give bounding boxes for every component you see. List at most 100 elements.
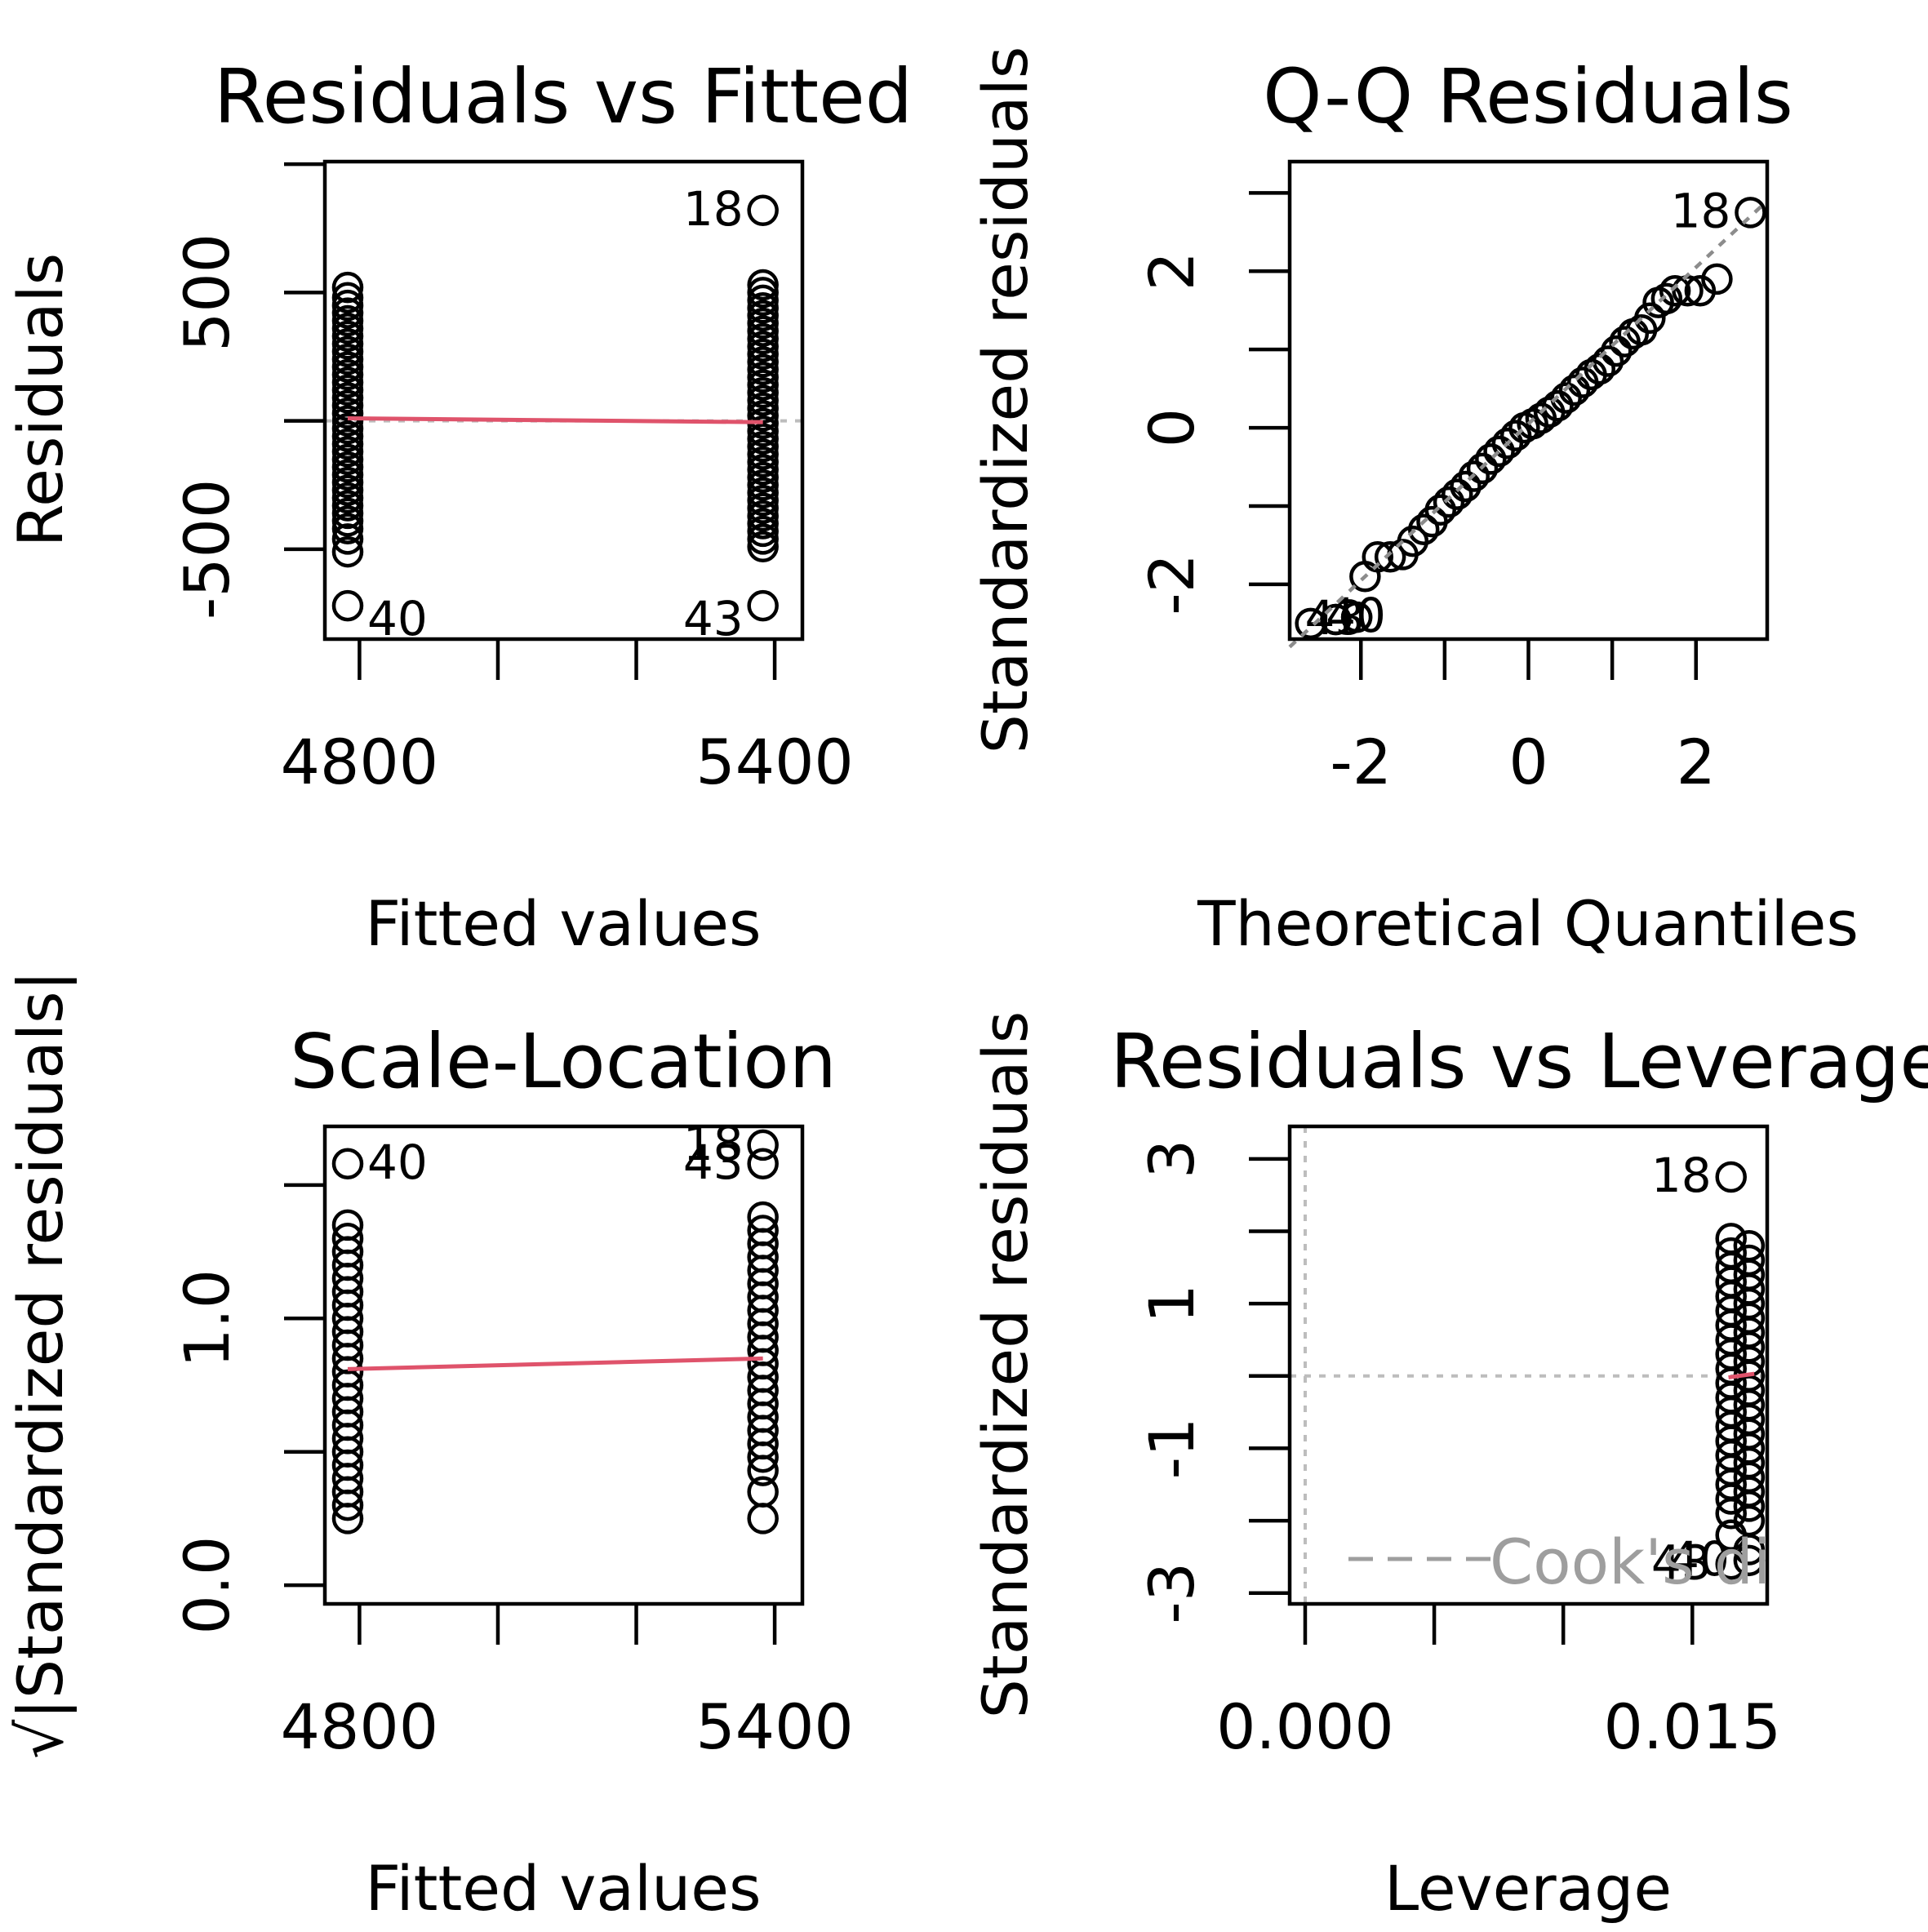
panel-2-labelled-point-1	[1320, 603, 1352, 636]
panel-4-y-tick-label-0: -3	[1135, 1562, 1208, 1624]
panel-3-point-g0-21	[331, 1489, 364, 1521]
panel-1-point-g1-26	[747, 469, 779, 501]
panel-1-point-g0-5	[331, 313, 364, 344]
panel-1-point-g1-14	[747, 376, 779, 409]
panel-1-labelled-point-2	[747, 589, 779, 622]
panel-2-labelled-point-0	[1735, 197, 1766, 229]
panel-1-point-g1-11	[747, 353, 779, 386]
panel-3-labelled-point-2	[747, 1148, 779, 1180]
panel-1-point-g1-19	[747, 415, 779, 447]
panel-4-labelled-point-0	[1715, 1161, 1747, 1193]
panel-1-point-g0-20	[331, 428, 364, 460]
panel-1-point-g1-28	[747, 484, 779, 517]
panel-2-reference-line	[1288, 199, 1769, 649]
panel-4-ylabel: Standardized residuals	[969, 1011, 1042, 1719]
panel-1-point-g0-22	[331, 443, 364, 476]
panel-1-point-g1-8	[747, 331, 779, 362]
panel-1-point-g1-20	[747, 423, 779, 455]
panel-4-x-tick-label-0: 0.000	[1216, 1690, 1394, 1763]
panel-2-x-tick-label-2: 2	[1677, 726, 1716, 798]
panel-1-point-g0-17	[331, 405, 364, 437]
panel-1-point-g1-13	[747, 369, 779, 401]
panel-1-point-g1-15	[747, 384, 779, 416]
panel-1-point-g1-23	[747, 446, 779, 478]
panel-3-point-g1-18	[747, 1441, 779, 1473]
panel-3-y-tick-label-0: 0.0	[171, 1536, 243, 1635]
panel-1-point-g1-5	[747, 307, 779, 340]
panel-1-point-g0-9	[331, 343, 364, 375]
cooks-legend-label: Cook's distance	[1490, 1526, 1928, 1598]
panel-3-ylabel: √|Standardized residuals|	[4, 970, 78, 1759]
panel-2-qq-point-24	[1542, 389, 1574, 422]
panel-1-y-tick-label-1: 500	[171, 233, 243, 352]
panel-1-point-g0-6	[331, 320, 364, 353]
panel-1-point-g0-24	[331, 459, 364, 491]
panel-2-point-label-2: 40	[1326, 588, 1386, 643]
panel-1-point-g0-7	[331, 328, 364, 360]
panel-1-point-g0-12	[331, 366, 364, 398]
panel-1-point-g1-6	[747, 315, 779, 347]
panel-4-y-tick-label-1: -1	[1135, 1418, 1208, 1480]
panel-1-point-g0-21	[331, 436, 364, 468]
panel-3-x-tick-label-1: 5400	[695, 1690, 853, 1763]
panel-1-point-g0-4	[331, 304, 364, 337]
panel-1-point-g0-26	[331, 474, 364, 506]
panel-1-point-g1-17	[747, 400, 779, 432]
panel-4-point-g0-19	[1715, 1497, 1747, 1530]
panel-1-point-g1-3	[747, 292, 779, 324]
panel-4-point-g0-18	[1715, 1483, 1747, 1515]
panel-4-labelled-point-1	[1715, 1548, 1747, 1580]
panel-2-qq-point-11	[1433, 486, 1465, 518]
panel-1-point-g0-33	[331, 535, 364, 568]
panel-2-x-tick-label-0: -2	[1330, 726, 1392, 798]
panel-2-qq-point-10	[1424, 494, 1456, 526]
panel-1-point-g1-9	[747, 338, 779, 371]
panel-1-point-g1-12	[747, 361, 779, 393]
panel-3-point-label-0: 40	[367, 1135, 428, 1190]
panel-1-point-g0-27	[331, 482, 364, 514]
panel-1-point-g1-1	[747, 277, 779, 309]
panel-2-qq-point-4	[1362, 541, 1394, 573]
panel-2-qq-point-31	[1601, 335, 1633, 367]
panel-1-point-g0-1	[331, 282, 364, 313]
panel-3-point-g0-22	[331, 1503, 364, 1534]
panel-2-qq-point-12	[1442, 478, 1473, 510]
panel-4-title: Residuals vs Leverage	[1110, 1018, 1928, 1105]
panel-1-point-g1-4	[747, 300, 779, 331]
panel-1-point-g1-29	[747, 492, 779, 524]
panel-4-smooth-line	[1728, 1371, 1755, 1380]
panel-2-qq-point-17	[1483, 435, 1515, 468]
panel-1-title: Residuals vs Fitted	[214, 53, 913, 140]
panel-4-y-tick-label-2: 1	[1135, 1284, 1208, 1323]
panel-3-labelled-point-1	[747, 1129, 779, 1161]
panel-2-qq-point-15	[1466, 452, 1499, 485]
panel-1-point-g0-25	[331, 466, 364, 499]
panel-1-smooth-line	[347, 416, 763, 424]
panel-3-plot-frame	[322, 1124, 805, 1606]
panel-4-x-tick-label-1: 0.015	[1604, 1690, 1782, 1763]
panel-1-point-g0-31	[331, 513, 364, 545]
panel-2-qq-point-30	[1592, 345, 1624, 377]
panel-2-qq-point-37	[1650, 282, 1683, 315]
panel-1-point-g1-10	[747, 346, 779, 378]
panel-2-qq-point-5	[1374, 541, 1406, 573]
panel-1-point-g1-34	[747, 531, 779, 563]
panel-1-point-g1-31	[747, 508, 779, 540]
panel-1-point-g1-27	[747, 477, 779, 509]
panel-3-x-tick-label-0: 4800	[281, 1690, 438, 1763]
panel-3-point-g1-20	[747, 1476, 779, 1508]
panel-2-labelled-point-2	[1340, 601, 1373, 633]
panel-3-labelled-point-0	[331, 1148, 364, 1180]
panel-1-labelled-point-1	[747, 194, 779, 227]
panel-1-ylabel: Residuals	[4, 253, 77, 548]
panel-2-qq-point-18	[1491, 427, 1524, 460]
panel-1-point-g0-18	[331, 412, 364, 445]
panel-1-point-g0-29	[331, 497, 364, 530]
panel-2-y-tick-label-1: 0	[1135, 408, 1208, 447]
panel-2-title: Q-Q Residuals	[1263, 53, 1793, 140]
panel-1-point-g1-24	[747, 454, 779, 486]
panel-1-point-g1-21	[747, 430, 779, 463]
panel-1-point-g0-13	[331, 374, 364, 406]
